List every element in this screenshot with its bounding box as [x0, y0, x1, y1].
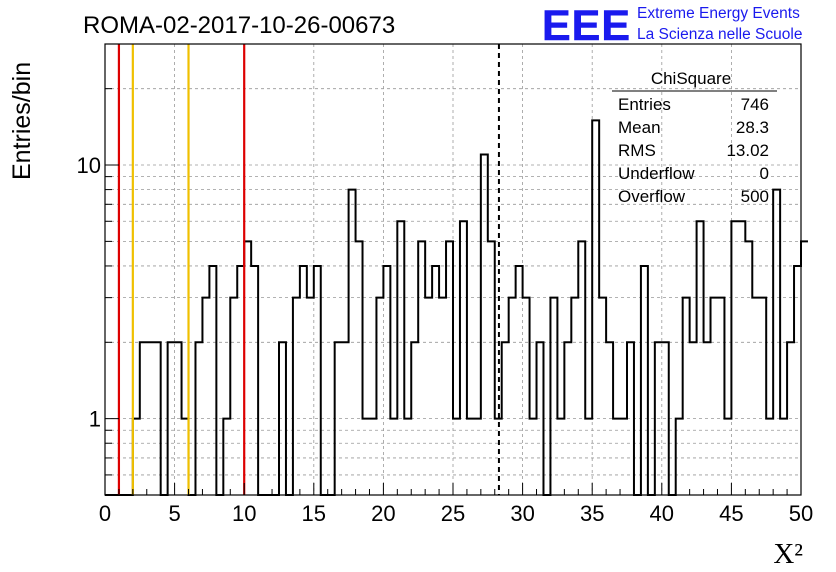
- x-tick-label: 20: [371, 501, 395, 526]
- y-tick-label: 10: [77, 153, 101, 178]
- y-tick-label: 1: [89, 407, 101, 432]
- stats-label-entries: Entries: [618, 95, 671, 114]
- x-tick-label: 0: [99, 501, 111, 526]
- stats-label-rms: RMS: [618, 141, 656, 160]
- stats-label-mean: Mean: [618, 118, 661, 137]
- stats-value-overflow: 500: [741, 187, 769, 206]
- x-axis-label: X²: [773, 538, 803, 570]
- plot-frame: [104, 43, 802, 496]
- x-tick-label: 25: [441, 501, 465, 526]
- histogram-outline: [105, 119, 808, 496]
- stats-label-underflow: Underflow: [618, 164, 695, 183]
- x-tick-label: 45: [719, 501, 743, 526]
- x-tick-label: 50: [789, 501, 813, 526]
- x-tick-label: 35: [580, 501, 604, 526]
- eee-logo-icon: EEE: [542, 2, 631, 50]
- x-tick-label: 30: [510, 501, 534, 526]
- x-tick-label: 5: [168, 501, 180, 526]
- x-tick-label: 15: [302, 501, 326, 526]
- marker-lines: [117, 44, 500, 495]
- stats-value-rms: 13.02: [726, 141, 769, 160]
- stats-box: ChiSquare Entries 746 Mean 28.3 RMS 13.0…: [612, 69, 777, 206]
- x-tick-label: 10: [232, 501, 256, 526]
- run-title: ROMA-02-2017-10-26-00673: [83, 12, 395, 39]
- histogram-series: [105, 119, 808, 496]
- stats-value-entries: 746: [741, 95, 769, 114]
- logo-line-1: Extreme Energy Events: [637, 5, 800, 22]
- tick-labels: 0 5 10 15 20 25 30 35 40 45 50 1 10: [77, 153, 814, 526]
- stats-title: ChiSquare: [651, 69, 731, 88]
- stats-value-underflow: 0: [760, 164, 769, 183]
- stats-value-mean: 28.3: [736, 118, 769, 137]
- x-tick-label: 40: [650, 501, 674, 526]
- logo-line-2: La Scienza nelle Scuole: [637, 26, 802, 43]
- stats-label-overflow: Overflow: [618, 187, 686, 206]
- y-axis-label: Entries/bin: [8, 62, 36, 180]
